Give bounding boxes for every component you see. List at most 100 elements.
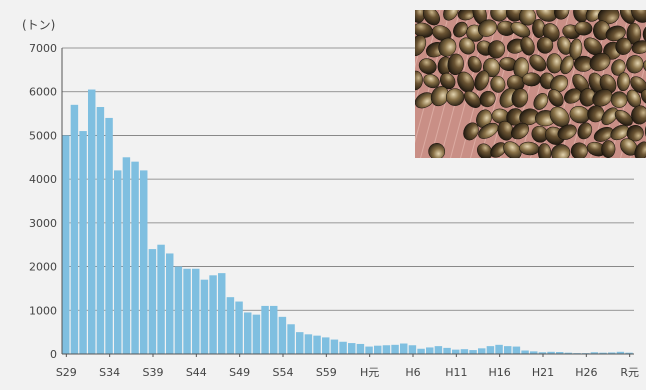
clam-shell bbox=[615, 37, 632, 55]
bar bbox=[521, 350, 529, 354]
clam-shell bbox=[459, 37, 476, 55]
bar bbox=[313, 335, 321, 354]
bar bbox=[400, 343, 408, 354]
y-tick-label: 7000 bbox=[29, 42, 57, 55]
bar bbox=[304, 334, 313, 354]
bar bbox=[443, 347, 451, 354]
bar bbox=[140, 170, 148, 354]
bar bbox=[174, 266, 183, 354]
bar bbox=[495, 344, 503, 354]
net-strand bbox=[415, 10, 421, 31]
x-tick-label: H11 bbox=[445, 366, 467, 379]
bar bbox=[348, 343, 356, 354]
clam-shell bbox=[511, 88, 529, 108]
y-tick-label: 3000 bbox=[29, 217, 57, 230]
x-tick-label: S34 bbox=[99, 366, 120, 379]
clam-shell bbox=[640, 89, 646, 105]
x-tick-label: H6 bbox=[405, 366, 420, 379]
clam-shell bbox=[520, 36, 535, 56]
bar bbox=[616, 351, 625, 354]
clam-shell bbox=[551, 144, 571, 158]
clam-shell bbox=[428, 143, 446, 158]
clam-shell bbox=[511, 122, 529, 140]
clam-shell bbox=[536, 36, 554, 54]
bar bbox=[504, 346, 512, 354]
bar bbox=[478, 348, 486, 354]
bar bbox=[322, 337, 330, 354]
clam-shell bbox=[490, 75, 506, 93]
clam-shell bbox=[440, 72, 456, 90]
clam-shell bbox=[597, 10, 620, 25]
y-tick-label: 0 bbox=[50, 348, 57, 361]
clam-shell bbox=[589, 52, 611, 72]
clam-shell bbox=[605, 25, 626, 42]
clam-shell bbox=[548, 89, 564, 107]
bar bbox=[599, 352, 607, 354]
bar bbox=[564, 352, 573, 354]
bar bbox=[62, 135, 70, 354]
bar bbox=[460, 349, 469, 354]
clam-shell bbox=[631, 105, 646, 125]
photo-clam-shells bbox=[415, 10, 646, 158]
clam-shell bbox=[467, 55, 482, 73]
clam-shell bbox=[487, 40, 506, 59]
axes bbox=[61, 48, 634, 355]
bar bbox=[512, 346, 521, 354]
x-tick-label: S39 bbox=[143, 366, 164, 379]
bar bbox=[287, 324, 295, 354]
bar bbox=[391, 344, 399, 354]
clam-shell bbox=[557, 124, 577, 140]
y-tick-label: 5000 bbox=[29, 129, 57, 142]
clam-shell bbox=[479, 90, 496, 108]
bar bbox=[625, 352, 633, 354]
clam-shell bbox=[610, 91, 628, 108]
bars bbox=[62, 89, 633, 354]
clam-shell bbox=[617, 72, 630, 92]
clam-shell bbox=[531, 125, 549, 143]
clam-shell bbox=[610, 124, 630, 141]
clam-shell bbox=[536, 10, 557, 22]
clam-shell bbox=[474, 70, 490, 91]
bar bbox=[469, 350, 477, 354]
bar bbox=[226, 297, 235, 354]
clam-shell bbox=[415, 70, 423, 91]
x-tick-label: H26 bbox=[575, 366, 597, 379]
clam-shell bbox=[537, 143, 552, 158]
bar bbox=[114, 170, 122, 354]
clam-shell bbox=[506, 10, 523, 22]
clam-shell bbox=[443, 10, 459, 21]
clam-shell bbox=[510, 22, 531, 38]
clam-shell bbox=[557, 36, 572, 55]
bar bbox=[417, 348, 425, 354]
bar bbox=[166, 253, 174, 354]
clam-shell bbox=[447, 53, 464, 76]
shijimi-clams-photo bbox=[415, 10, 646, 158]
x-tick-label: H21 bbox=[532, 366, 554, 379]
clam-shell bbox=[423, 74, 440, 89]
bar bbox=[157, 244, 165, 354]
bar bbox=[261, 305, 269, 354]
clam-shell bbox=[463, 122, 479, 141]
clam-shell bbox=[599, 74, 617, 94]
bar bbox=[278, 316, 287, 354]
bar bbox=[330, 339, 339, 354]
clam-shell bbox=[574, 21, 593, 36]
bar bbox=[79, 131, 87, 354]
bar bbox=[452, 349, 460, 354]
bar bbox=[590, 352, 599, 354]
bar bbox=[556, 352, 564, 354]
clam-shell bbox=[478, 122, 499, 139]
bar bbox=[122, 157, 131, 354]
clam-shell bbox=[570, 142, 588, 158]
bar bbox=[244, 312, 252, 354]
clam-shell bbox=[626, 125, 644, 142]
x-tick-label: S29 bbox=[56, 366, 77, 379]
bar bbox=[530, 351, 538, 354]
clam-shell bbox=[418, 58, 437, 75]
clam-shell bbox=[569, 38, 583, 61]
y-tick-labels: 0 1000 2000 3000 4000 5000 6000 7000 bbox=[29, 42, 57, 361]
bar bbox=[252, 314, 261, 354]
clam-shell bbox=[630, 76, 646, 94]
x-tick-labels: S29 S34 S39 S44 S49 S54 S59 H元 H6 H11 H16 H21 H26 R元 bbox=[56, 354, 639, 379]
bar bbox=[356, 343, 365, 354]
